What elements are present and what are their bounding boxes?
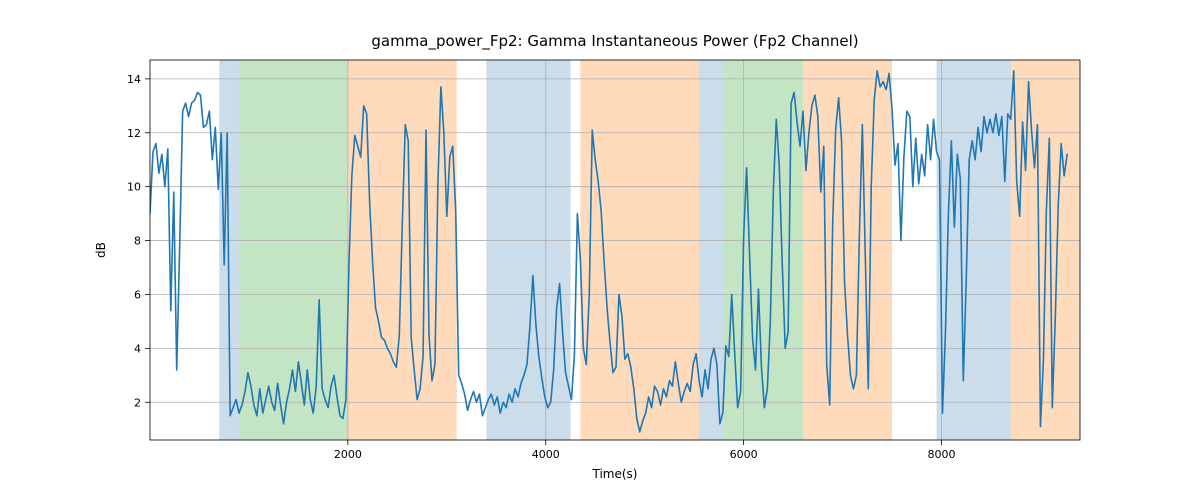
y-tick-label: 12: [127, 127, 141, 140]
x-axis-label: Time(s): [592, 467, 638, 481]
y-tick-label: 8: [134, 235, 141, 248]
chart-title: gamma_power_Fp2: Gamma Instantaneous Pow…: [371, 32, 858, 51]
background-band: [580, 60, 699, 440]
y-tick-label: 14: [127, 73, 141, 86]
x-tick-label: 6000: [730, 448, 758, 461]
background-band: [803, 60, 892, 440]
y-tick-label: 2: [134, 396, 141, 409]
y-tick-label: 4: [134, 342, 141, 355]
y-tick-label: 10: [127, 181, 141, 194]
y-tick-label: 6: [134, 288, 141, 301]
y-axis-label: dB: [94, 242, 108, 258]
x-tick-label: 2000: [334, 448, 362, 461]
line-chart: gamma_power_Fp2: Gamma Instantaneous Pow…: [0, 0, 1200, 500]
x-tick-label: 8000: [927, 448, 955, 461]
x-tick-label: 4000: [532, 448, 560, 461]
